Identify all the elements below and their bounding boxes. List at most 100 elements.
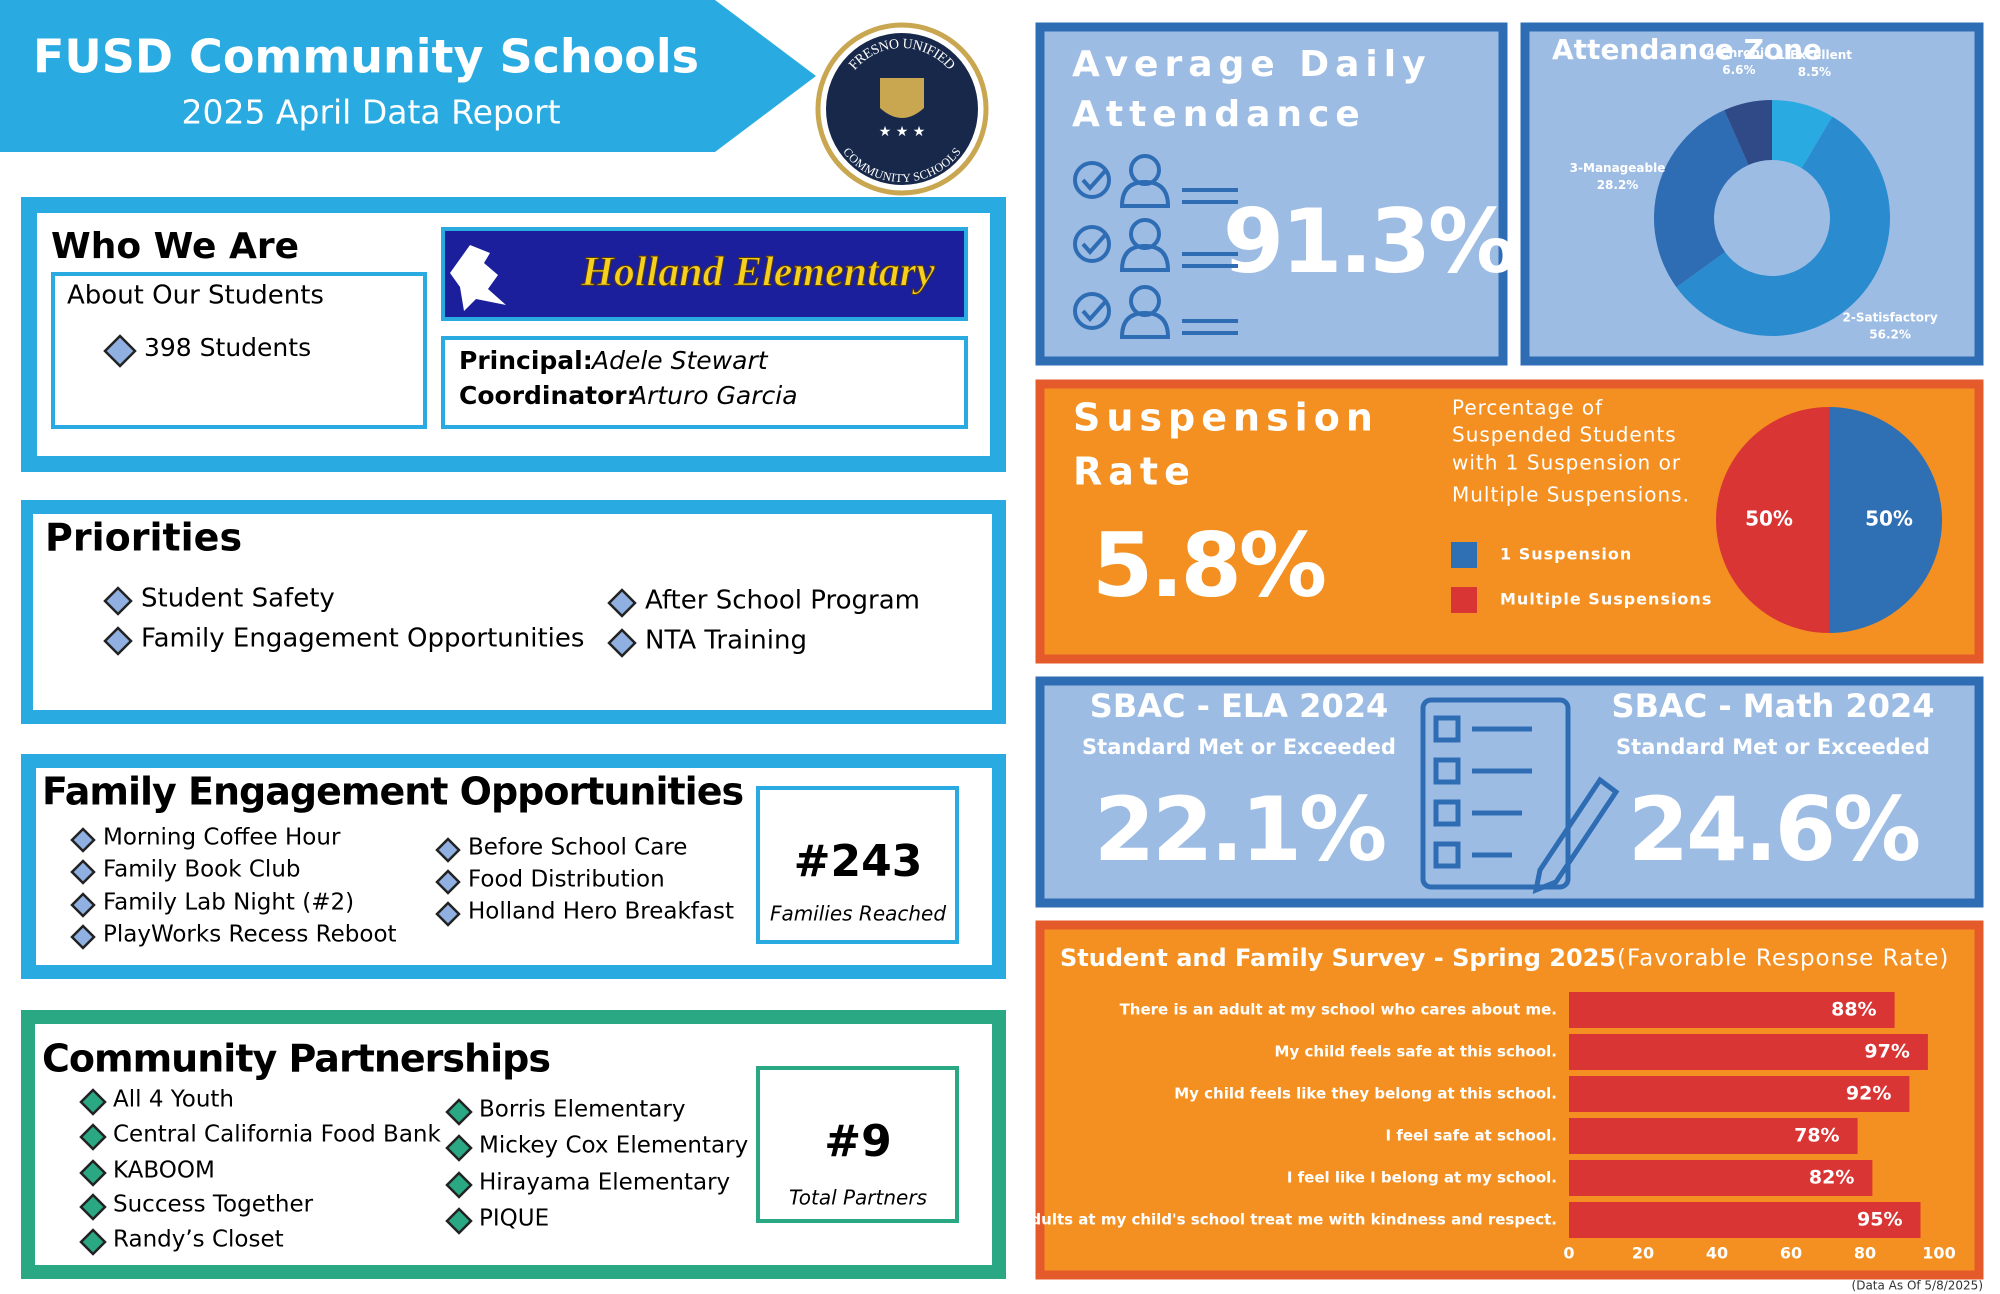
sbac-subtitle: Standard Met or Exceeded	[1616, 735, 1930, 759]
logo-shield	[880, 78, 924, 118]
description: Percentage of	[1452, 396, 1603, 420]
slice	[1653, 110, 1749, 288]
bar	[1569, 1202, 1921, 1238]
list-item: Family Engagement Opportunities	[141, 624, 584, 654]
category-label: My child feels safe at this school.	[1275, 1043, 1557, 1061]
diamond	[435, 869, 461, 895]
count: #9	[824, 1116, 891, 1167]
diamond	[79, 1228, 107, 1256]
chart-title: Attendance Zone	[1552, 33, 1822, 66]
school-banner	[441, 227, 968, 321]
list-item: Food Distribution	[468, 867, 665, 893]
list-item: Borris Elementary	[479, 1097, 685, 1123]
diamond	[79, 1123, 107, 1151]
header-subtitle: 2025 April Data Report	[181, 93, 560, 132]
diamond	[70, 892, 96, 918]
slice-value: 50%	[1745, 507, 1793, 531]
big-stat: 5.8%	[1092, 514, 1325, 617]
category-label: I feel like I belong at my school.	[1287, 1169, 1557, 1187]
section-title: Family Engagement Opportunities	[42, 770, 743, 814]
x-tick-label: 0	[1563, 1244, 1574, 1263]
icon	[1081, 168, 1108, 192]
slice-label: 2-Satisfactory	[1843, 310, 1938, 324]
count-label: Families Reached	[770, 902, 946, 926]
big-stat: 24.6%	[1628, 778, 1919, 881]
big-stat: 91.3%	[1223, 190, 1514, 293]
legend-label: 1 Suspension	[1500, 545, 1632, 564]
diamond	[79, 1159, 107, 1187]
attendance-icons	[1073, 154, 1238, 339]
staff-label: Coordinator:	[459, 381, 637, 410]
staff-name: Adele Stewart	[590, 346, 769, 375]
diamond	[607, 628, 637, 658]
slice-value: 6.6%	[1722, 63, 1755, 77]
slice-value: 8.5%	[1798, 65, 1831, 79]
knight-icon	[450, 245, 506, 311]
list-item: Randy’s Closet	[113, 1227, 284, 1253]
legend-swatch	[1451, 587, 1477, 613]
slice-value: 28.2%	[1597, 178, 1639, 192]
list-item: Hirayama Elementary	[479, 1170, 730, 1196]
list-item: KABOOM	[113, 1158, 215, 1184]
icon	[1182, 188, 1238, 204]
diamond	[445, 1171, 473, 1199]
bar	[1569, 1160, 1873, 1196]
value-label: 92%	[1846, 1083, 1891, 1105]
icon	[1073, 161, 1111, 199]
list-item: Holland Hero Breakfast	[468, 899, 734, 925]
sbac-title: SBAC - Math 2024	[1612, 687, 1935, 725]
list-item: Family Lab Night (#2)	[103, 890, 354, 916]
panel	[33, 514, 992, 710]
slice-value: 50%	[1865, 507, 1913, 531]
header-title: FUSD Community Schools	[33, 30, 699, 84]
list-item: Central California Food Bank	[113, 1122, 441, 1148]
category-label: My child feels like they belong at this …	[1174, 1085, 1557, 1103]
icon	[1119, 243, 1171, 272]
slice-value: 56.2%	[1869, 327, 1911, 341]
icon	[1119, 310, 1171, 339]
diamond	[70, 859, 96, 885]
icon	[1081, 232, 1108, 256]
logo-stars: ★ ★ ★	[879, 124, 926, 140]
section-title: Who We Are	[51, 226, 299, 267]
diamond	[103, 334, 137, 368]
list-item: Morning Coffee Hour	[103, 825, 341, 851]
section-title: Priorities	[45, 516, 242, 560]
icon	[1073, 225, 1111, 263]
diamond	[435, 837, 461, 863]
icon	[1182, 319, 1238, 335]
diamond	[435, 901, 461, 927]
value-label: 88%	[1831, 999, 1876, 1021]
header-banner	[0, 0, 816, 152]
panel-title: Suspension	[1073, 396, 1379, 440]
school-name: Holland Elementary	[580, 250, 935, 296]
list-item: Success Together	[113, 1192, 314, 1218]
count-label: Total Partners	[789, 1186, 927, 1210]
category-label: There is an adult at my school who cares…	[1120, 1001, 1557, 1019]
list-item: Before School Care	[468, 835, 687, 861]
diamond	[445, 1207, 473, 1235]
description: Multiple Suspensions.	[1452, 483, 1690, 507]
chart-subtitle: (Favorable Response Rate)	[1617, 946, 1949, 972]
big-stat: 22.1%	[1094, 778, 1385, 881]
panel-title: Attendance	[1072, 94, 1366, 135]
value-label: 95%	[1857, 1209, 1902, 1231]
count-box	[756, 1066, 959, 1223]
staff-name: Arturo Garcia	[628, 381, 798, 410]
x-tick-label: 60	[1780, 1244, 1802, 1263]
slice	[1829, 407, 1942, 633]
diamond	[607, 588, 637, 618]
slice-label: 1-Excellent	[1777, 48, 1852, 62]
icon	[1182, 252, 1238, 268]
description: Suspended Students	[1452, 423, 1677, 447]
count: #243	[794, 836, 923, 887]
diamond	[79, 1088, 107, 1116]
x-tick-label: 100	[1922, 1244, 1955, 1263]
value-label: 82%	[1809, 1167, 1854, 1189]
list-item: NTA Training	[645, 626, 807, 656]
list-item: Student Safety	[141, 584, 335, 614]
diamond	[103, 586, 133, 616]
diamond	[79, 1193, 107, 1221]
list-item: Mickey Cox Elementary	[479, 1133, 748, 1159]
